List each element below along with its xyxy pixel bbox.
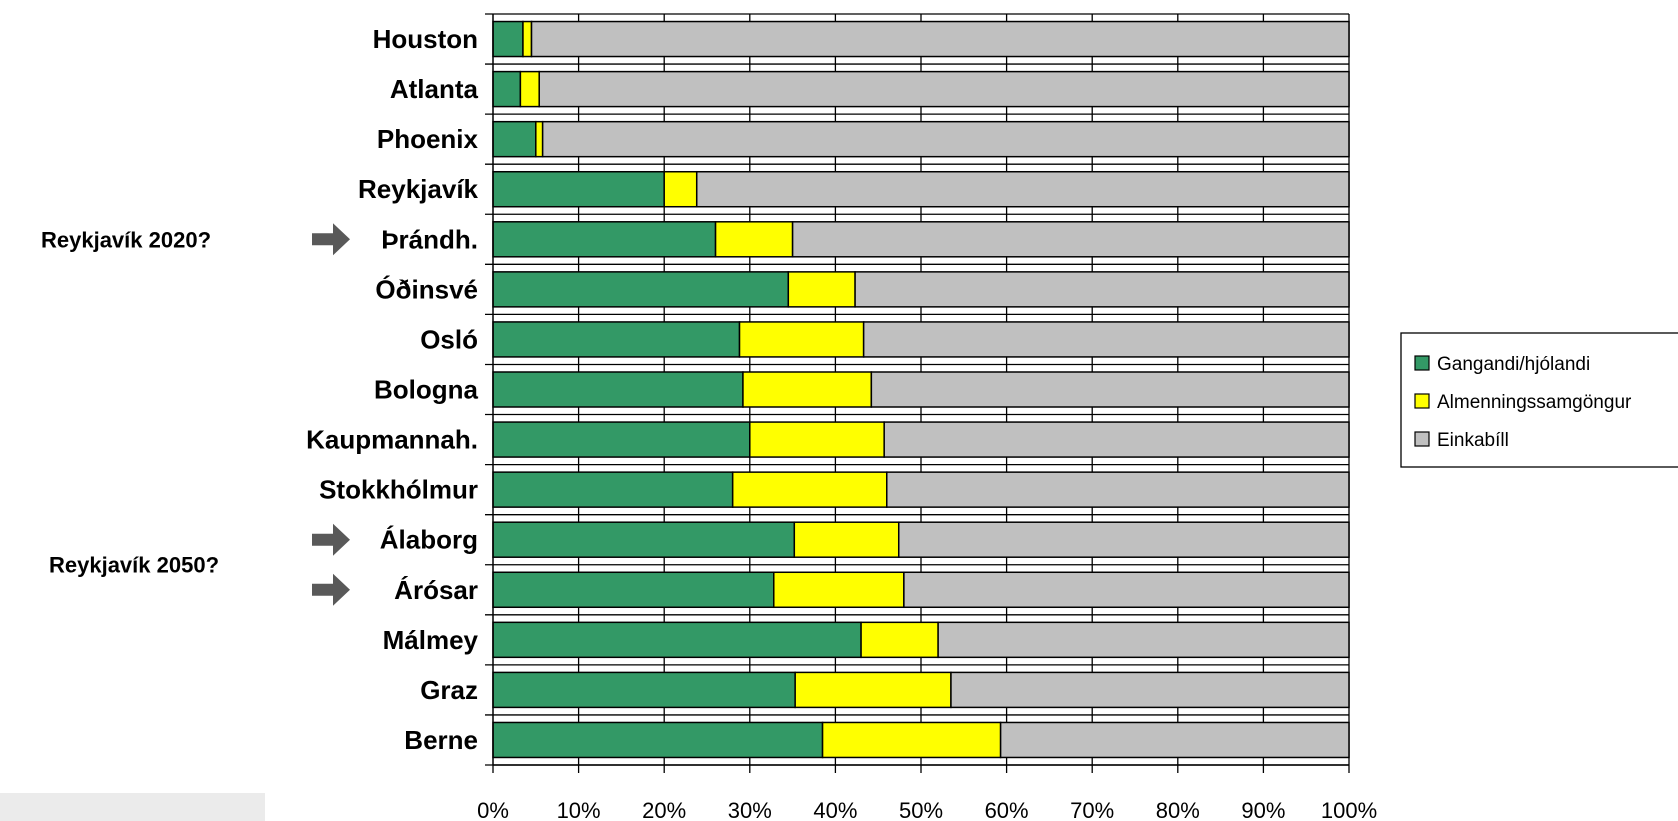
x-tick-label: 10% bbox=[557, 798, 601, 821]
bar-segment-1 bbox=[492, 20, 524, 58]
bar-segment-1 bbox=[492, 671, 796, 709]
bars bbox=[492, 20, 1350, 759]
category-label: Kaupmannah. bbox=[306, 425, 478, 455]
legend-label: Almenningssamgöngur bbox=[1437, 392, 1632, 413]
bar-segment-3 bbox=[538, 70, 1350, 108]
bar-segment-3 bbox=[886, 471, 1350, 508]
x-tick-label: 40% bbox=[813, 798, 857, 821]
category-label: Reykjavík bbox=[358, 174, 479, 204]
bar-segment-3 bbox=[854, 271, 1350, 308]
category-label: Osló bbox=[420, 324, 478, 354]
bar-segment-3 bbox=[903, 571, 1350, 609]
bar-segment-3 bbox=[530, 20, 1350, 58]
bar-segment-2 bbox=[738, 321, 865, 358]
bar-segment-1 bbox=[492, 70, 522, 108]
x-tick-label: 100% bbox=[1321, 798, 1377, 821]
bar-segment-2 bbox=[663, 170, 698, 208]
category-label: Phoenix bbox=[377, 124, 479, 154]
bar-segment-2 bbox=[519, 70, 540, 108]
category-label: Álaborg bbox=[380, 525, 478, 555]
bar-segment-3 bbox=[897, 521, 1350, 558]
bar-segment-3 bbox=[541, 120, 1350, 158]
x-tick-label: 30% bbox=[728, 798, 772, 821]
legend-label: Einkabíll bbox=[1437, 430, 1509, 451]
bar-segment-3 bbox=[695, 170, 1350, 208]
bar-segment-2 bbox=[714, 221, 794, 258]
bar-segment-3 bbox=[791, 221, 1350, 258]
bar-segment-2 bbox=[787, 271, 856, 308]
bar-segment-3 bbox=[862, 321, 1350, 358]
bar-segment-2 bbox=[793, 521, 900, 558]
bar-segment-2 bbox=[522, 20, 533, 58]
category-label: Þrándh. bbox=[381, 224, 478, 254]
legend-swatch bbox=[1414, 355, 1430, 371]
legend: Gangandi/hjólandi Almenningssamgöngur Eink… bbox=[1400, 332, 1678, 468]
bar-segment-2 bbox=[794, 671, 952, 709]
legend-box bbox=[1400, 332, 1678, 468]
bar-segment-3 bbox=[870, 371, 1350, 408]
bar-segment-1 bbox=[492, 471, 734, 508]
annotation-label: Reykjavík 2020? bbox=[41, 227, 211, 252]
x-tick-label: 70% bbox=[1070, 798, 1114, 821]
legend-swatch bbox=[1414, 393, 1430, 409]
axes bbox=[492, 14, 1350, 773]
category-label: Málmey bbox=[383, 625, 479, 655]
bar-segment-3 bbox=[937, 621, 1350, 659]
bar-segment-3 bbox=[999, 721, 1350, 759]
bar-segment-1 bbox=[492, 521, 796, 558]
x-tick-label: 90% bbox=[1241, 798, 1285, 821]
bar-segment-2 bbox=[535, 120, 544, 158]
x-tick-label: 20% bbox=[642, 798, 686, 821]
bar-segment-1 bbox=[492, 621, 862, 659]
x-tick-label: 80% bbox=[1156, 798, 1200, 821]
annotations: Reykjavík 2020? Reykjavík 2050? bbox=[41, 223, 350, 606]
bar-segment-2 bbox=[742, 371, 873, 408]
x-tick-label: 50% bbox=[899, 798, 943, 821]
annotation-label: Reykjavík 2050? bbox=[49, 553, 219, 578]
category-label: Árósar bbox=[394, 575, 478, 605]
bar-segment-2 bbox=[821, 721, 1002, 759]
bar-segment-2 bbox=[860, 621, 939, 659]
bar-segment-1 bbox=[492, 321, 741, 358]
arrow-icon bbox=[312, 223, 350, 256]
x-tick-label: 60% bbox=[985, 798, 1029, 821]
legend-label: Gangandi/hjólandi bbox=[1437, 354, 1590, 375]
bar-segment-1 bbox=[492, 120, 537, 158]
category-label: Stokkhólmur bbox=[319, 475, 478, 505]
bar-segment-2 bbox=[731, 471, 888, 508]
x-tick-label: 0% bbox=[477, 798, 509, 821]
category-label: Houston bbox=[373, 24, 478, 54]
bar-segment-2 bbox=[749, 421, 885, 458]
bar-segment-3 bbox=[950, 671, 1350, 709]
arrow-icon bbox=[312, 523, 350, 556]
category-label: Graz bbox=[420, 675, 478, 705]
bar-segment-1 bbox=[492, 571, 775, 609]
bar-segment-3 bbox=[883, 421, 1350, 458]
category-label: Berne bbox=[404, 725, 478, 755]
category-label: Atlanta bbox=[390, 74, 479, 104]
x-tick-labels: 0% 10% 20% 30% 40% 50% 60% 70% 80% 90% 100% bbox=[477, 798, 1377, 821]
bar-segment-2 bbox=[773, 571, 905, 609]
bar-segment-1 bbox=[492, 371, 744, 408]
category-labels: Houston Atlanta Phoenix Reykjavík Þrándh. Óði… bbox=[306, 24, 478, 755]
corner-panel bbox=[0, 793, 265, 821]
bar-segment-1 bbox=[492, 170, 665, 208]
category-label: Bologna bbox=[374, 375, 479, 405]
bar-segment-1 bbox=[492, 721, 824, 759]
arrow-icon bbox=[312, 573, 350, 606]
bar-segment-1 bbox=[492, 421, 751, 458]
bar-segment-1 bbox=[492, 221, 717, 258]
bar-segment-1 bbox=[492, 271, 790, 308]
legend-swatch bbox=[1414, 431, 1430, 447]
category-label: Óðinsvé bbox=[375, 274, 478, 304]
